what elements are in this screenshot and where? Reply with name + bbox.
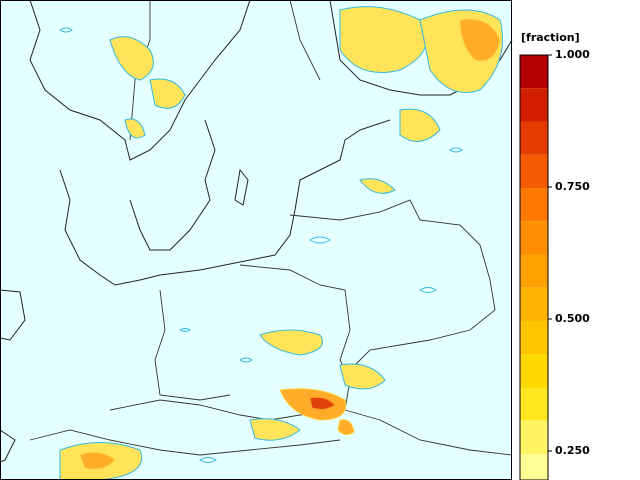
colorbar: [fraction] 1.000 0.750 0.500 0.250 bbox=[519, 31, 590, 480]
border bbox=[289, 0, 321, 81]
colorbar-segment bbox=[520, 420, 548, 454]
colorbar-segment bbox=[520, 154, 548, 188]
field-area bbox=[399, 108, 441, 142]
field-area bbox=[59, 27, 463, 463]
field-area bbox=[309, 396, 336, 410]
colorbar-segment bbox=[520, 387, 548, 421]
colorbar-frame bbox=[519, 54, 549, 480]
colorbar-segment bbox=[520, 254, 548, 288]
colorbar-segment bbox=[520, 188, 548, 222]
border bbox=[344, 409, 513, 456]
colorbar-tick-label: 1.000 bbox=[555, 48, 590, 61]
field-area bbox=[259, 329, 323, 356]
field-area bbox=[149, 78, 186, 109]
border bbox=[109, 399, 341, 421]
colorbar-tick-label: 0.250 bbox=[555, 444, 590, 457]
colorbar-segment bbox=[520, 88, 548, 122]
border bbox=[29, 429, 341, 456]
border bbox=[154, 289, 231, 401]
colorbar-segment bbox=[520, 221, 548, 255]
colorbar-segment bbox=[520, 321, 548, 355]
colorbar-segment bbox=[520, 287, 548, 321]
field-area bbox=[249, 418, 301, 441]
coastline bbox=[0, 289, 26, 341]
colorbar-segment bbox=[520, 354, 548, 388]
colorbar-segment bbox=[520, 121, 548, 155]
map bbox=[0, 0, 513, 480]
field-area bbox=[459, 18, 501, 62]
coastline bbox=[234, 168, 249, 206]
map-background bbox=[0, 0, 512, 480]
coastline bbox=[59, 119, 391, 286]
coastline bbox=[129, 119, 216, 251]
field-area bbox=[124, 118, 146, 139]
colorbar-segment bbox=[520, 454, 548, 480]
field-area bbox=[359, 178, 396, 194]
field-area bbox=[79, 451, 116, 470]
field-area bbox=[109, 36, 154, 81]
field-area bbox=[337, 419, 355, 436]
field-area bbox=[339, 6, 428, 73]
colorbar-label: [fraction] bbox=[521, 31, 580, 44]
border bbox=[289, 199, 496, 366]
colorbar-tick-label: 0.750 bbox=[555, 180, 590, 193]
colorbar-segment bbox=[520, 55, 548, 89]
colorbar-tick-label: 0.500 bbox=[555, 312, 590, 325]
coastline bbox=[0, 429, 16, 463]
coastline bbox=[29, 0, 251, 161]
field-area bbox=[339, 363, 386, 390]
